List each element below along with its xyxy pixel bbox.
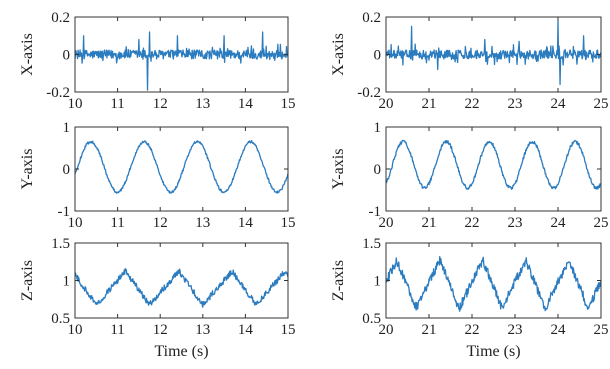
x-tick-label: 20 <box>379 322 394 338</box>
x-tick-label: 10 <box>68 215 83 231</box>
x-tick-label: 13 <box>195 322 210 338</box>
series-line <box>74 139 289 194</box>
x-tick-label: 21 <box>422 322 437 338</box>
x-tick-label: 13 <box>195 96 210 112</box>
series-line <box>385 139 602 190</box>
y-tick-label: -0.2 <box>357 85 381 101</box>
x-tick-label: 21 <box>422 215 437 231</box>
y-tick-label: 1 <box>374 120 382 136</box>
y-tick-label: -0.2 <box>46 85 70 101</box>
y-tick-label: 0 <box>63 48 71 64</box>
x-axis-label: Time (s) <box>154 343 208 360</box>
plot-frame <box>74 126 289 212</box>
y-tick-label: 0 <box>374 48 382 64</box>
y-tick-label: 0.5 <box>362 311 381 327</box>
x-tick-label: 24 <box>551 96 567 112</box>
x-tick-label: 12 <box>153 322 168 338</box>
subplot-right-y: 20 21 22 23 24 25 -1 0 1 Y-axis <box>330 120 609 231</box>
x-axis-label: Time (s) <box>466 343 520 360</box>
x-tick-label: 11 <box>110 215 124 231</box>
subplot-left-y: 10 11 12 13 14 15 -1 0 1 Y-axis <box>19 120 296 231</box>
x-tick-label: 11 <box>110 322 124 338</box>
x-tick-label: 12 <box>153 215 168 231</box>
x-tick-label: 24 <box>551 322 567 338</box>
x-tick-label: 20 <box>379 215 394 231</box>
y-tick-label: 1 <box>374 274 382 290</box>
x-tick-label: 10 <box>68 96 83 112</box>
x-tick-label: 25 <box>594 215 609 231</box>
series-line <box>74 267 289 308</box>
y-tick-label: 0.2 <box>362 10 381 26</box>
y-tick-label: -1 <box>58 204 71 220</box>
x-tick-label: 15 <box>281 96 296 112</box>
x-tick-label: 22 <box>465 96 480 112</box>
x-tick-label: 22 <box>465 215 480 231</box>
y-tick-label: 0 <box>374 162 382 178</box>
subplot-left-z: 10 11 12 13 14 15 0.5 1 1.5 Z-axis Time (s) <box>19 236 296 360</box>
y-axis-label: Y-axis <box>330 149 347 190</box>
y-axis-label: X-axis <box>330 33 347 76</box>
x-tick-label: 10 <box>68 322 83 338</box>
x-tick-label: 14 <box>238 322 254 338</box>
y-tick-label: 0.2 <box>51 10 70 26</box>
x-tick-label: 25 <box>594 322 609 338</box>
y-tick-label: 0.5 <box>51 311 70 327</box>
x-tick-label: 22 <box>465 322 480 338</box>
x-tick-label: 11 <box>110 96 124 112</box>
x-tick-label: 21 <box>422 96 437 112</box>
x-tick-label: 23 <box>508 215 523 231</box>
subplot-right-x: 20 21 22 23 24 25 -0.2 0 0.2 X-axis <box>330 10 609 112</box>
subplot-left-x: 10 11 12 13 14 15 -0.2 0 0.2 X-axis <box>19 10 296 112</box>
x-tick-label: 23 <box>508 322 523 338</box>
y-tick-label: -1 <box>369 204 382 220</box>
plot-frame <box>74 242 289 319</box>
y-axis-label: Y-axis <box>19 149 36 190</box>
x-tick-label: 14 <box>238 96 254 112</box>
y-tick-label: 0 <box>63 162 71 178</box>
x-tick-label: 25 <box>594 96 609 112</box>
y-axis-label: Z-axis <box>330 260 347 301</box>
y-tick-label: 1.5 <box>51 236 70 252</box>
x-tick-label: 13 <box>195 215 210 231</box>
y-tick-label: 1.5 <box>362 236 381 252</box>
x-tick-label: 14 <box>238 215 254 231</box>
y-tick-label: 1 <box>63 120 71 136</box>
plot-frame <box>385 126 602 212</box>
series-line <box>385 255 602 312</box>
x-tick-label: 24 <box>551 215 567 231</box>
x-tick-label: 23 <box>508 96 523 112</box>
y-axis-label: X-axis <box>19 33 36 76</box>
series-line <box>74 31 289 91</box>
subplot-right-z: 20 21 22 23 24 25 0.5 1 1.5 Z-axis Time (s) <box>330 236 609 360</box>
y-axis-label: Z-axis <box>19 260 36 301</box>
x-tick-label: 20 <box>379 96 394 112</box>
y-tick-label: 1 <box>63 274 71 290</box>
x-tick-label: 15 <box>281 215 296 231</box>
x-tick-label: 15 <box>281 322 296 338</box>
series-line <box>385 20 602 86</box>
x-tick-label: 12 <box>153 96 168 112</box>
